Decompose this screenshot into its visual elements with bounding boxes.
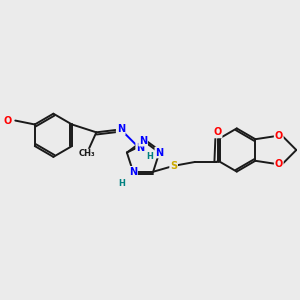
Text: H: H <box>147 152 153 161</box>
Text: N: N <box>139 136 147 146</box>
Text: O: O <box>274 131 283 141</box>
Text: O: O <box>3 116 12 126</box>
Text: N: N <box>129 167 137 177</box>
Text: S: S <box>170 161 177 171</box>
Text: O: O <box>213 128 222 137</box>
Text: O: O <box>274 159 283 169</box>
Text: N: N <box>155 148 164 158</box>
Text: N: N <box>136 143 144 153</box>
Text: N: N <box>117 124 125 134</box>
Text: CH₃: CH₃ <box>78 149 95 158</box>
Text: H: H <box>118 179 125 188</box>
